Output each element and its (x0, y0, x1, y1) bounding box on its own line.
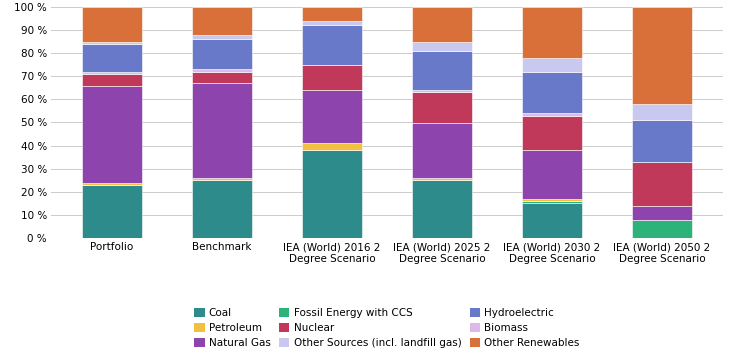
Bar (522, 199, 582, 201)
Bar (82, 42, 142, 44)
Bar (301, 26, 362, 65)
Bar (192, 39, 252, 69)
Bar (301, 21, 362, 26)
Bar (522, 203, 582, 238)
Bar (522, 201, 582, 203)
Bar (522, 113, 582, 116)
Bar (631, 206, 692, 219)
Bar (522, 116, 582, 150)
Bar (192, 35, 252, 39)
Bar (412, 42, 472, 51)
Bar (192, 72, 252, 83)
Bar (192, 7, 252, 35)
Bar (522, 58, 582, 72)
Bar (522, 72, 582, 113)
Bar (412, 178, 472, 180)
Bar (412, 92, 472, 122)
Bar (631, 219, 692, 238)
Bar (412, 7, 472, 42)
Bar (192, 180, 252, 238)
Bar (192, 69, 252, 72)
Bar (522, 7, 582, 58)
Bar (82, 185, 142, 238)
Legend: Coal, Petroleum, Natural Gas, Fossil Energy with CCS, Nuclear, Other Sources (in: Coal, Petroleum, Natural Gas, Fossil Ene… (194, 308, 580, 348)
Bar (631, 162, 692, 206)
Bar (301, 90, 362, 143)
Bar (631, 7, 692, 104)
Bar (82, 44, 142, 72)
Bar (522, 150, 582, 199)
Bar (631, 104, 692, 120)
Bar (82, 85, 142, 183)
Bar (192, 83, 252, 178)
Bar (82, 72, 142, 74)
Bar (82, 7, 142, 42)
Bar (412, 180, 472, 238)
Bar (192, 178, 252, 180)
Bar (301, 143, 362, 150)
Bar (631, 120, 692, 162)
Bar (412, 51, 472, 90)
Bar (301, 65, 362, 90)
Bar (301, 7, 362, 21)
Bar (82, 74, 142, 85)
Bar (412, 90, 472, 92)
Bar (82, 183, 142, 185)
Bar (412, 122, 472, 178)
Bar (301, 150, 362, 238)
